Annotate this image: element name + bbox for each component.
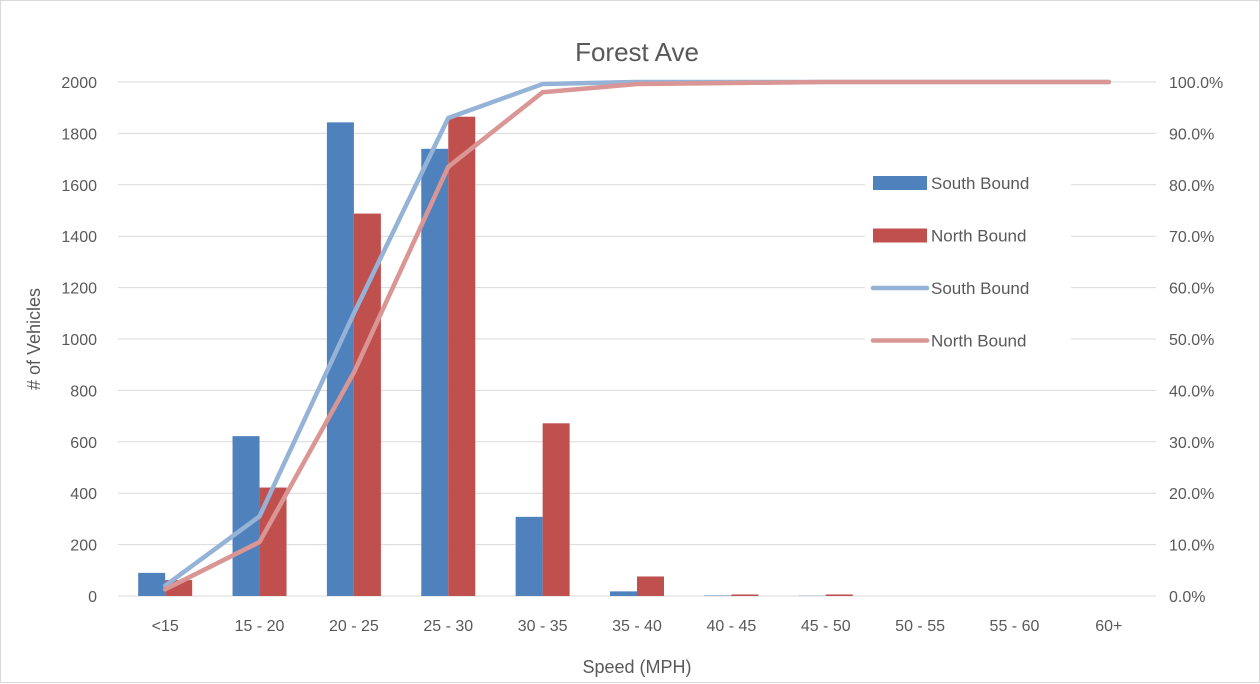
chart-title: Forest Ave bbox=[575, 37, 699, 67]
bar bbox=[233, 436, 260, 596]
bar bbox=[731, 594, 758, 596]
y2-tick-label: 100.0% bbox=[1169, 75, 1223, 92]
x-tick-label: 35 - 40 bbox=[612, 618, 662, 635]
y-tick-label: 600 bbox=[70, 435, 97, 452]
y-tick-label: 800 bbox=[70, 383, 97, 400]
x-tick-label: 60+ bbox=[1095, 618, 1122, 635]
y2-tick-label: 70.0% bbox=[1169, 229, 1214, 246]
bar bbox=[516, 517, 543, 596]
x-tick-label: 20 - 25 bbox=[329, 618, 379, 635]
x-tick-label: 15 - 20 bbox=[235, 618, 285, 635]
legend-swatch bbox=[873, 176, 927, 190]
y-tick-label: 0 bbox=[88, 589, 97, 606]
y2-tick-label: 10.0% bbox=[1169, 538, 1214, 555]
y2-tick-label: 60.0% bbox=[1169, 281, 1214, 298]
legend-label: South Bound bbox=[931, 279, 1029, 298]
y2-tick-label: 40.0% bbox=[1169, 383, 1214, 400]
bar bbox=[704, 595, 731, 596]
y-tick-label: 1800 bbox=[61, 126, 97, 143]
bar bbox=[138, 573, 165, 596]
y-tick-label: 1400 bbox=[61, 229, 97, 246]
x-axis-title: Speed (MPH) bbox=[582, 657, 691, 677]
x-tick-label: 30 - 35 bbox=[518, 618, 568, 635]
y2-tick-label: 20.0% bbox=[1169, 486, 1214, 503]
y-tick-label: 1000 bbox=[61, 332, 97, 349]
y2-tick-label: 50.0% bbox=[1169, 332, 1214, 349]
bar bbox=[448, 117, 475, 596]
x-tick-label: 50 - 55 bbox=[895, 618, 945, 635]
y-tick-label: 1600 bbox=[61, 178, 97, 195]
legend-label: North Bound bbox=[931, 227, 1026, 246]
y-axis-title: # of Vehicles bbox=[24, 288, 44, 390]
y-tick-label: 400 bbox=[70, 486, 97, 503]
y-tick-label: 200 bbox=[70, 538, 97, 555]
y2-tick-label: 30.0% bbox=[1169, 435, 1214, 452]
bar bbox=[610, 591, 637, 596]
y-tick-label: 1200 bbox=[61, 281, 97, 298]
y-tick-label: 2000 bbox=[61, 75, 97, 92]
legend-label: South Bound bbox=[931, 174, 1029, 193]
legend-label: North Bound bbox=[931, 332, 1026, 351]
x-tick-label: 25 - 30 bbox=[423, 618, 473, 635]
x-tick-label: 40 - 45 bbox=[706, 618, 756, 635]
bar bbox=[826, 594, 853, 596]
y2-tick-label: 90.0% bbox=[1169, 126, 1214, 143]
bar bbox=[637, 576, 664, 596]
x-tick-label: <15 bbox=[152, 618, 179, 635]
x-tick-label: 55 - 60 bbox=[990, 618, 1040, 635]
legend-swatch bbox=[873, 229, 927, 243]
y2-tick-label: 0.0% bbox=[1169, 589, 1205, 606]
bar bbox=[543, 423, 570, 596]
legend: South Bound North Bound South Bound North B… bbox=[865, 161, 1071, 365]
x-tick-label: 45 - 50 bbox=[801, 618, 851, 635]
y2-tick-label: 80.0% bbox=[1169, 178, 1214, 195]
